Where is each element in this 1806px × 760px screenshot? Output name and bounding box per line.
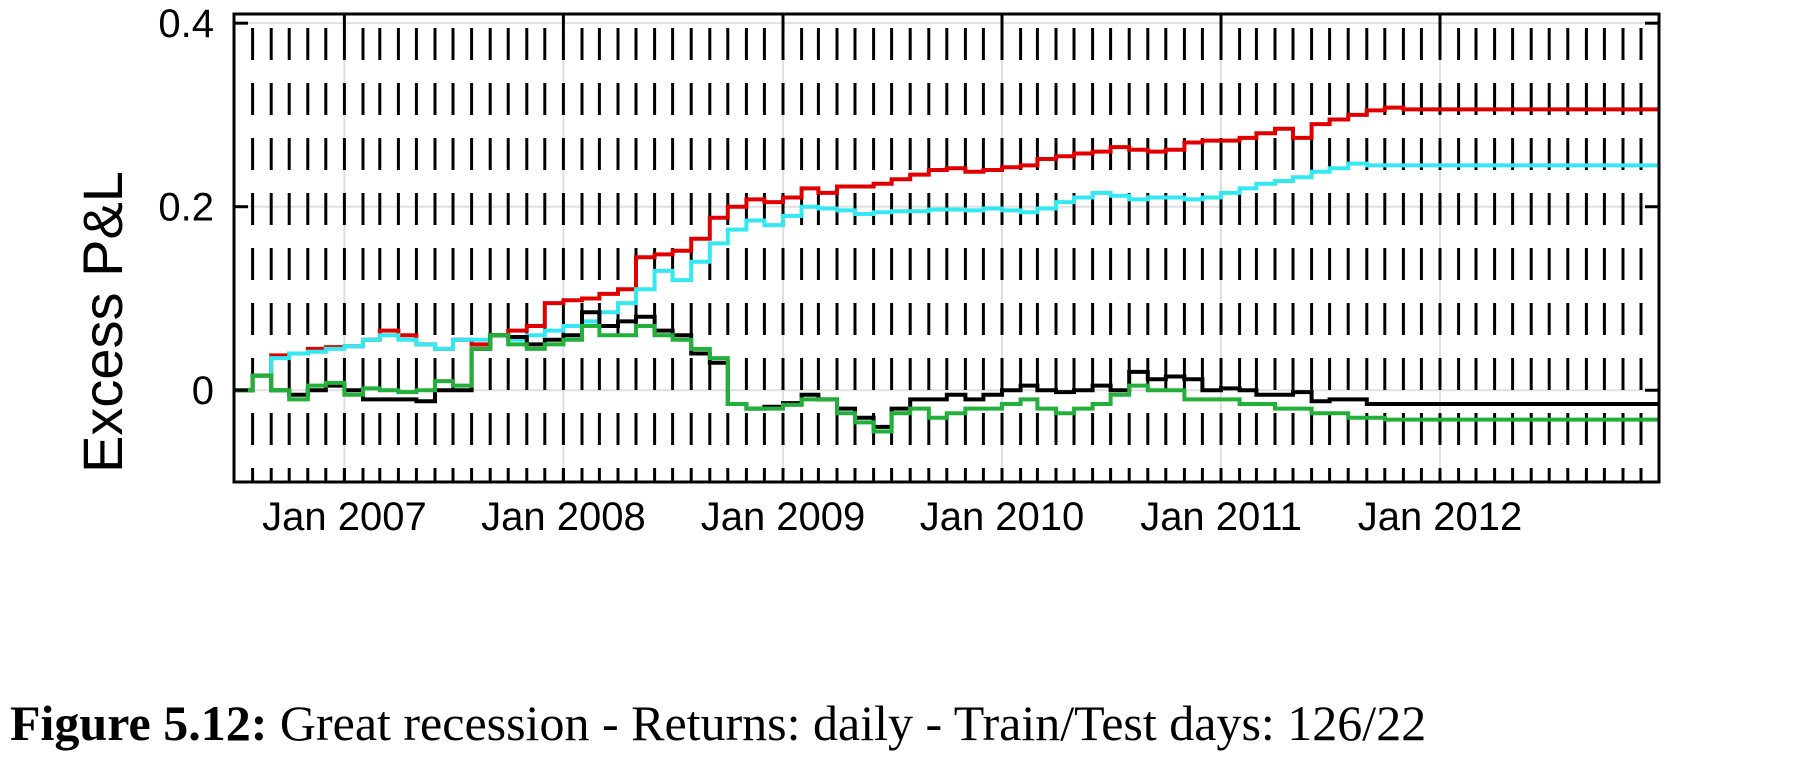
figure-caption: Figure 5.12: Great recession - Returns: … xyxy=(10,694,1800,752)
x-tick-label: Jan 2008 xyxy=(481,495,646,539)
vertical-tick-marks xyxy=(232,28,1643,482)
plot-frame xyxy=(232,12,1661,484)
y-tick-label: 0.2 xyxy=(158,186,214,230)
x-tick-label: Jan 2011 xyxy=(1140,495,1302,539)
caption-label: Figure 5.12: xyxy=(10,695,268,751)
y-tick-label: 0 xyxy=(192,369,214,413)
y-axis-ticks: 0 0.2 0.4 xyxy=(158,2,1659,413)
x-tick-label: Jan 2010 xyxy=(920,495,1085,539)
series-line-cyan xyxy=(234,161,1659,393)
x-tick-label: Jan 2012 xyxy=(1358,495,1523,539)
caption-text: Great recession - Returns: daily - Train… xyxy=(267,695,1427,751)
y-axis-label: Excess P&L xyxy=(71,171,134,473)
x-tick-label: Jan 2007 xyxy=(262,495,427,539)
series-lines xyxy=(234,105,1659,434)
y-tick-label: 0.4 xyxy=(158,2,214,46)
x-tick-label: Jan 2009 xyxy=(701,495,866,539)
chart: Jan 2007 Jan 2008 Jan 2009 Jan 2010 Jan 2011… xyxy=(71,2,1661,539)
x-axis-ticks: Jan 2007 Jan 2008 Jan 2009 Jan 2010 Jan 2011… xyxy=(262,14,1522,539)
series-line-green xyxy=(234,324,1659,434)
